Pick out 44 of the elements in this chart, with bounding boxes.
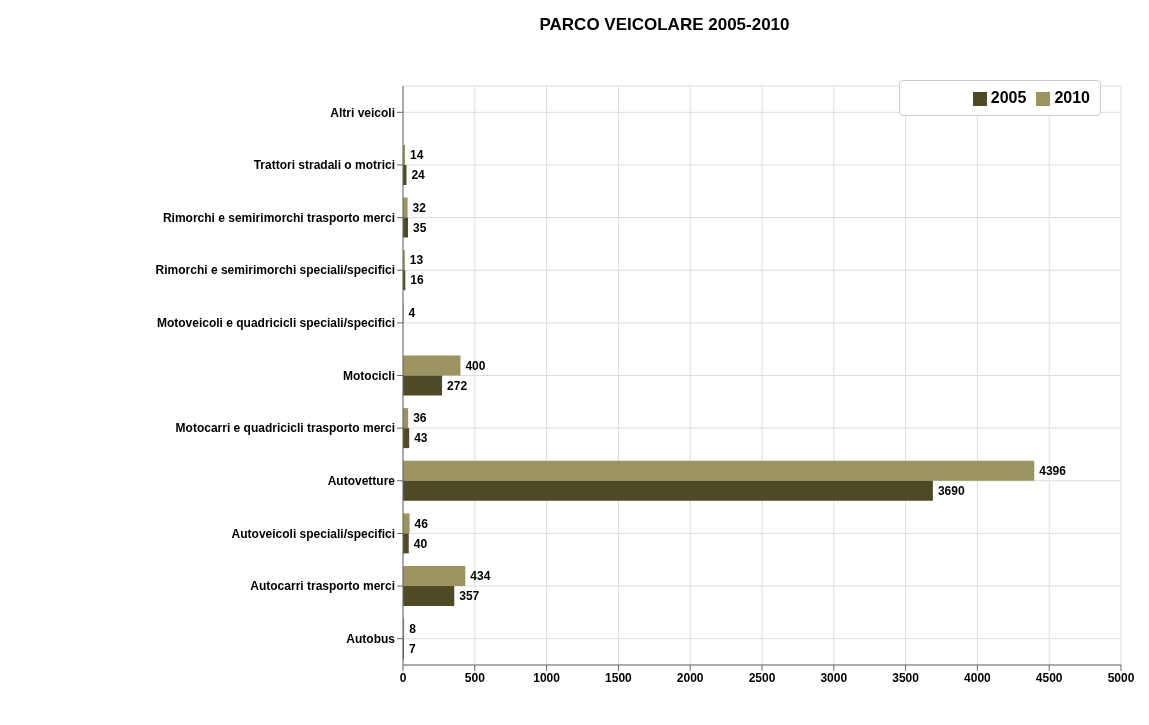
x-tick-label: 3000 <box>820 670 848 685</box>
legend-label: 2010 <box>1054 89 1090 106</box>
y-tick-label: Autovetture <box>327 474 396 489</box>
x-tick-label: 500 <box>464 670 486 685</box>
data-label: 434 <box>470 569 491 584</box>
x-tick-label: 2500 <box>748 670 776 685</box>
data-label: 400 <box>465 358 486 373</box>
y-tick-label: Motocarri e quadricicli trasporto merci <box>175 421 395 436</box>
data-label: 43 <box>414 431 428 446</box>
y-tick-label: Trattori stradali o motrici <box>253 158 395 173</box>
y-tick-label: Altri veicoli <box>330 105 395 120</box>
data-label: 4 <box>408 306 416 321</box>
data-label: 24 <box>411 168 426 183</box>
data-label: 8 <box>409 621 417 636</box>
data-label: 16 <box>410 273 424 288</box>
y-tick-label: Autoveicoli speciali/specifici <box>231 526 395 541</box>
data-label: 13 <box>409 253 424 268</box>
data-label: 35 <box>413 220 427 235</box>
y-tick-label: Motocicli <box>342 368 395 383</box>
x-tick-label: 0 <box>399 670 407 685</box>
data-label: 4396 <box>1039 464 1067 479</box>
y-tick-label: Autobus <box>346 631 396 646</box>
x-tick-label: 5000 <box>1107 670 1135 685</box>
y-tick-label: Motoveicoli e quadricicli speciali/specifici <box>156 316 395 331</box>
x-tick-label: 4000 <box>964 670 992 685</box>
data-label: 36 <box>413 411 427 426</box>
data-label: 272 <box>447 378 468 393</box>
data-label: 46 <box>414 516 429 531</box>
data-label: 14 <box>410 148 424 163</box>
data-label: 32 <box>412 200 427 215</box>
x-tick-label: 2000 <box>676 670 704 685</box>
y-tick-label: Rimorchi e semirimorchi speciali/specifici <box>155 263 395 278</box>
x-tick-label: 1500 <box>605 670 633 685</box>
legend-label: 2005 <box>990 89 1027 106</box>
y-tick-label: Rimorchi e semirimorchi trasporto merci <box>162 210 395 225</box>
data-label: 3690 <box>937 484 965 499</box>
data-label: 7 <box>409 641 417 656</box>
chart-title: PARCO VEICOLARE 2005-2010 <box>538 14 791 36</box>
data-label: 357 <box>459 589 480 604</box>
data-label: 40 <box>413 536 428 551</box>
x-tick-label: 3500 <box>892 670 920 685</box>
y-tick-label: Autocarri trasporto merci <box>250 579 395 594</box>
x-tick-label: 1000 <box>533 670 561 685</box>
x-tick-label: 4500 <box>1035 670 1063 685</box>
